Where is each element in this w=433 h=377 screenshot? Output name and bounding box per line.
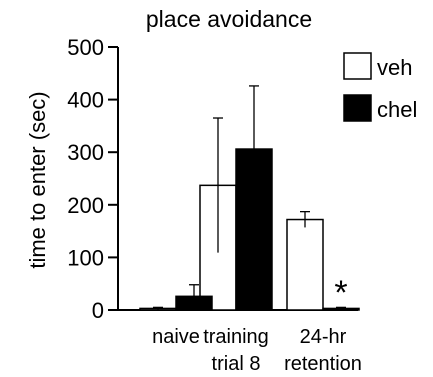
category-label: trial 8 <box>212 353 261 375</box>
legend-swatch <box>343 94 372 122</box>
y-tick-label: 100 <box>67 245 104 270</box>
category-label: retention <box>284 353 362 375</box>
category-label: naive <box>152 326 200 348</box>
axes: 0 100 200 300 400 500 naive training trial 8 24-h… <box>67 35 362 375</box>
y-tick-label: 200 <box>67 193 104 218</box>
legend-label: chel <box>377 97 417 122</box>
y-axis-label: time to enter (sec) <box>25 91 50 268</box>
legend-label: veh <box>377 55 412 80</box>
legend-swatch <box>343 52 372 80</box>
y-tick-label: 400 <box>67 88 104 113</box>
category-label: training <box>203 326 269 348</box>
y-tick-label: 500 <box>67 35 104 60</box>
chart-title: place avoidance <box>146 6 312 32</box>
bar <box>286 218 324 311</box>
y-tick-label: 300 <box>67 140 104 165</box>
y-tick-label: 0 <box>92 298 104 323</box>
legend: veh chel <box>343 52 417 122</box>
bars: * <box>139 85 360 312</box>
category-label: 24-hr <box>300 326 347 348</box>
significance-marker: * <box>334 274 347 312</box>
